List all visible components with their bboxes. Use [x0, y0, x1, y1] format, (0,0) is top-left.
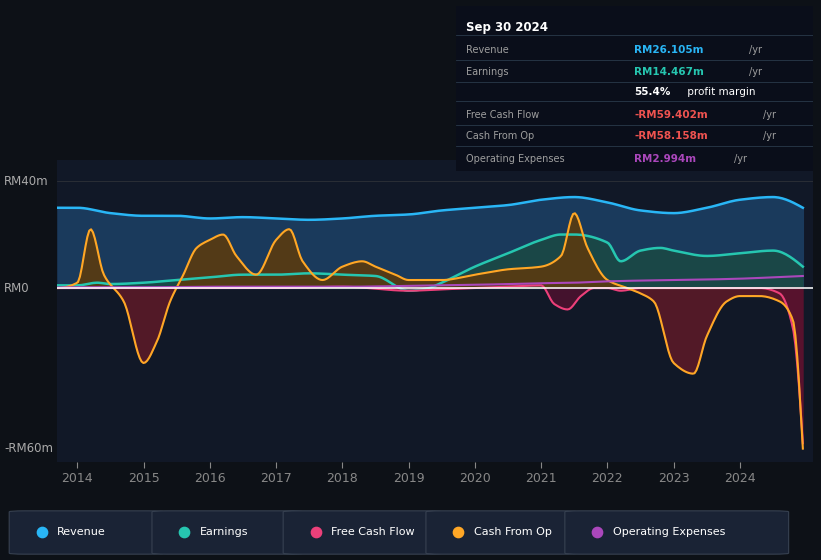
Text: Cash From Op: Cash From Op — [474, 527, 552, 537]
Point — [35, 528, 48, 536]
FancyBboxPatch shape — [9, 511, 163, 554]
Text: Revenue: Revenue — [57, 527, 106, 537]
Text: /yr: /yr — [763, 131, 776, 141]
Text: RM2.994m: RM2.994m — [635, 154, 696, 164]
Text: RM0: RM0 — [4, 282, 30, 295]
Point — [309, 528, 322, 536]
FancyBboxPatch shape — [426, 511, 576, 554]
Text: Operating Expenses: Operating Expenses — [612, 527, 725, 537]
FancyBboxPatch shape — [152, 511, 302, 554]
FancyBboxPatch shape — [565, 511, 789, 554]
Point — [590, 528, 603, 536]
Text: Revenue: Revenue — [466, 45, 509, 55]
Text: Sep 30 2024: Sep 30 2024 — [466, 21, 548, 34]
Text: /yr: /yr — [749, 45, 762, 55]
Text: -RM58.158m: -RM58.158m — [635, 131, 708, 141]
Text: -RM59.402m: -RM59.402m — [635, 110, 708, 120]
Text: RM26.105m: RM26.105m — [635, 45, 704, 55]
Text: Free Cash Flow: Free Cash Flow — [331, 527, 415, 537]
Text: 55.4%: 55.4% — [635, 86, 671, 96]
Text: profit margin: profit margin — [684, 86, 755, 96]
Text: Operating Expenses: Operating Expenses — [466, 154, 565, 164]
Text: -RM60m: -RM60m — [4, 442, 53, 455]
Point — [452, 528, 465, 536]
Text: Earnings: Earnings — [200, 527, 248, 537]
Text: /yr: /yr — [734, 154, 747, 164]
Text: Cash From Op: Cash From Op — [466, 131, 534, 141]
Point — [178, 528, 191, 536]
Text: Free Cash Flow: Free Cash Flow — [466, 110, 539, 120]
Text: RM14.467m: RM14.467m — [635, 67, 704, 77]
Text: RM40m: RM40m — [4, 175, 48, 188]
Text: Earnings: Earnings — [466, 67, 509, 77]
Text: /yr: /yr — [749, 67, 762, 77]
Text: /yr: /yr — [763, 110, 776, 120]
FancyBboxPatch shape — [283, 511, 442, 554]
